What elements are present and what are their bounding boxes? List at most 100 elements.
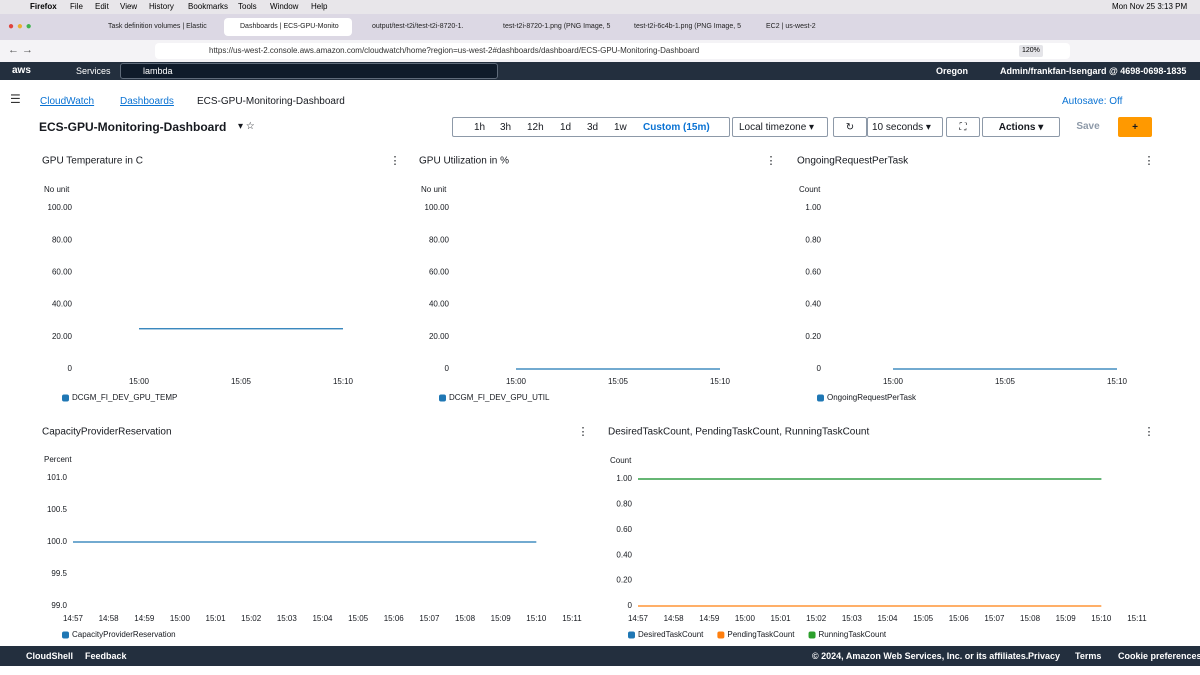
menu-item[interactable]: File [70, 2, 83, 11]
url: https://us-west-2.console.aws.amazon.com… [209, 46, 700, 55]
y-tick-label: 100.0 [47, 537, 68, 546]
x-tick-label: 15:08 [455, 614, 476, 623]
widget-menu: ⋮ [1144, 426, 1155, 438]
time-range[interactable]: 3d [587, 122, 599, 133]
x-tick-label: 15:04 [312, 614, 333, 623]
time-range-group [452, 117, 730, 137]
time-range[interactable]: 12h [527, 122, 544, 133]
widget-title: DesiredTaskCount, PendingTaskCount, Runn… [608, 427, 869, 438]
x-tick-label: 15:05 [608, 377, 629, 386]
legend-swatch [628, 631, 635, 639]
footer: CloudShell Feedback © 2024, Amazon Web S… [0, 646, 1200, 666]
menu-item[interactable]: Tools [238, 2, 257, 11]
aws-logo[interactable]: aws [12, 65, 31, 76]
time-range[interactable]: 1h [474, 122, 486, 133]
y-tick-label: 60.00 [429, 268, 450, 277]
timezone[interactable]: Local timezone ▾ [732, 117, 828, 137]
tab[interactable]: test-t2i-8720-1.png (PNG Image, 5 [503, 23, 611, 30]
search-box[interactable]: lambda [120, 63, 498, 79]
refresh-text: 10 seconds [872, 122, 924, 133]
x-tick-label: 15:01 [771, 614, 792, 623]
legend-swatch [62, 394, 69, 402]
menu-item[interactable]: Window [270, 2, 299, 11]
legend-label: RunningTaskCount [819, 630, 887, 639]
y-tick-label: 100.00 [425, 203, 450, 212]
address-field[interactable]: https://us-west-2.console.aws.amazon.com… [155, 43, 1070, 59]
tab[interactable]: Task definition volumes | Elastic [108, 23, 207, 30]
add-widget[interactable]: + [1118, 117, 1152, 137]
y-tick-label: 0.40 [805, 300, 821, 309]
x-tick-label: 15:05 [348, 614, 369, 623]
x-tick-label: 15:06 [949, 614, 970, 623]
tab[interactable]: output/test-t2i/test-t2i-8720-1. [372, 23, 464, 30]
legend-label: CapacityProviderReservation [72, 630, 176, 639]
autosave[interactable]: Autosave: Off [1062, 96, 1123, 107]
footer-link[interactable]: Privacy [1028, 651, 1061, 661]
unit-label: Count [799, 185, 821, 194]
y-tick-label: 40.00 [429, 300, 450, 309]
x-tick-label: 15:00 [170, 614, 191, 623]
breadcrumb-item: ECS-GPU-Monitoring-Dashboard [197, 96, 345, 107]
y-tick-label: 99.0 [51, 601, 67, 610]
legend-swatch [808, 631, 816, 639]
menu-item[interactable]: Help [311, 2, 328, 11]
y-tick-label: 0 [445, 364, 450, 373]
actions-text: Actions [998, 122, 1036, 133]
feedback[interactable]: Feedback [85, 651, 127, 661]
x-tick-label: 15:10 [526, 614, 547, 623]
unit-label: Count [610, 456, 632, 465]
y-tick-label: 99.5 [51, 569, 67, 578]
x-tick-label: 15:09 [1056, 614, 1077, 623]
menu-item[interactable]: Edit [95, 2, 109, 11]
search-text: lambda [143, 66, 173, 76]
y-tick-label: 0 [817, 364, 822, 373]
legend-label: PendingTaskCount [727, 630, 795, 639]
tab[interactable]: Dashboards | ECS-GPU-Monito [224, 18, 352, 36]
breadcrumb-item[interactable]: CloudWatch [40, 96, 95, 107]
refresh-button[interactable]: ↻ [833, 117, 867, 137]
menu-item[interactable]: View [120, 2, 138, 11]
x-tick-label: 15:02 [241, 614, 262, 623]
x-tick-label: 15:04 [877, 614, 898, 623]
footer-link[interactable]: Terms [1075, 651, 1102, 661]
y-tick-label: 20.00 [429, 332, 450, 341]
tab-bar: ● ● ● Task definition volumes | Elastic D… [0, 14, 1200, 40]
x-tick-label: 15:00 [735, 614, 756, 623]
menu-item[interactable]: Bookmarks [188, 2, 229, 11]
breadcrumb-item[interactable]: Dashboards [120, 96, 174, 107]
zoom[interactable]: 120% [1019, 45, 1043, 57]
title-icons[interactable]: ▾ ☆ [238, 121, 255, 132]
y-tick-label: 0.80 [805, 235, 821, 244]
refresh-interval[interactable]: 10 seconds ▾ [867, 117, 943, 137]
app-name: Firefox [30, 2, 57, 11]
legend-swatch [717, 631, 725, 639]
fullscreen[interactable]: ⛶ [946, 117, 980, 137]
clock: Mon Nov 25 3:13 PM [1112, 2, 1188, 11]
x-tick-label: 15:08 [1020, 614, 1041, 623]
cloudshell[interactable]: CloudShell [26, 651, 73, 661]
account[interactable]: Admin/frankfan-Isengard @ 4698-0698-1835 [1000, 66, 1187, 76]
y-tick-label: 0.20 [616, 576, 632, 585]
footer-link[interactable]: Cookie preferences [1118, 651, 1200, 661]
tab[interactable]: test-t2i-6c4b-1.png (PNG Image, 5 [634, 23, 741, 30]
save[interactable]: Save [1076, 121, 1100, 132]
widget-title: OngoingRequestPerTask [797, 156, 909, 167]
side-menu[interactable]: ☰ [10, 92, 21, 106]
y-tick-label: 20.00 [52, 332, 73, 341]
widget-menu: ⋮ [390, 155, 401, 167]
x-tick-label: 15:01 [206, 614, 227, 623]
time-range[interactable]: 1d [560, 122, 572, 133]
x-tick-label: 15:07 [984, 614, 1005, 623]
services[interactable]: Services [76, 66, 111, 76]
region[interactable]: Oregon [936, 66, 969, 76]
nav-buttons[interactable]: ← → [8, 44, 34, 56]
legend-swatch [62, 631, 69, 639]
time-range[interactable]: 3h [500, 122, 512, 133]
actions[interactable]: Actions ▾ [982, 117, 1060, 137]
tab[interactable]: EC2 | us-west-2 [766, 23, 816, 30]
time-range[interactable]: 1w [614, 122, 627, 133]
time-range[interactable]: Custom (15m) [643, 122, 710, 133]
aws-nav: aws Services lambda Oregon Admin/frankfa… [0, 62, 1200, 80]
menu-item[interactable]: History [149, 2, 174, 11]
